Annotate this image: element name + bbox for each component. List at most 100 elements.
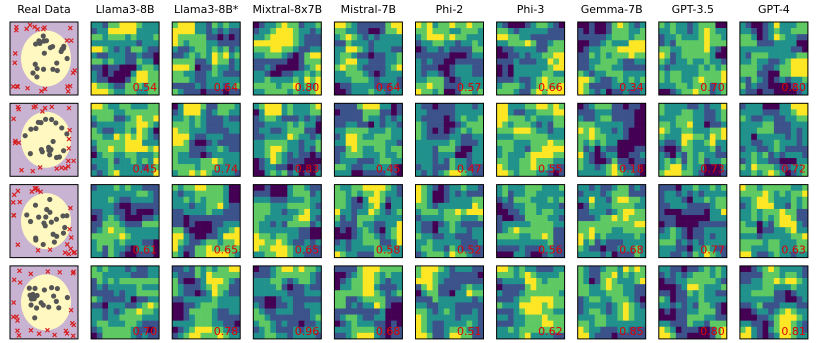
heatmap-pixel (791, 227, 797, 233)
heatmap-pixel (629, 59, 635, 65)
heatmap-pixel (340, 333, 346, 339)
heatmap-pixel (640, 71, 646, 77)
heatmap-pixel (131, 140, 137, 146)
heatmap-pixel (751, 109, 757, 115)
heatmap-pixel (542, 103, 548, 109)
heatmap-pixel (125, 278, 131, 284)
heatmap-pixel (201, 245, 207, 251)
heatmap-pixel (478, 152, 484, 158)
heatmap-pixel (172, 152, 178, 158)
heatmap-pixel (334, 315, 340, 321)
heatmap-pixel (578, 203, 584, 209)
heatmap-pixel (265, 103, 271, 109)
heatmap-pixel (178, 59, 184, 65)
heatmap-pixel (380, 40, 386, 46)
heatmap-pixel (427, 203, 433, 209)
heatmap-pixel (514, 302, 520, 308)
heatmap-pixel (178, 185, 184, 191)
heatmap-pixel (108, 284, 114, 290)
heatmap-pixel (600, 109, 606, 115)
heatmap-pixel (357, 77, 363, 83)
heatmap-pixel (276, 252, 282, 258)
heatmap-pixel (433, 152, 439, 158)
heatmap-pixel (704, 52, 710, 58)
heatmap-pixel (265, 65, 271, 71)
heatmap-pixel (600, 83, 606, 89)
heatmap-pixel (676, 233, 682, 239)
heatmap-pixel (640, 191, 646, 197)
heatmap-pixel (114, 170, 120, 176)
heatmap-pixel (316, 203, 322, 209)
heatmap-pixel (131, 134, 137, 140)
heatmap-pixel (553, 302, 559, 308)
heatmap-pixel (153, 40, 159, 46)
heatmap-pixel (687, 71, 693, 77)
heatmap-pixel (693, 146, 699, 152)
heatmap-pixel (195, 134, 201, 140)
heatmap-pixel (334, 122, 340, 128)
heatmap-pixel (502, 115, 508, 121)
heatmap-pixel (687, 128, 693, 134)
heatmap-pixel (91, 239, 97, 245)
heatmap-pixel (310, 122, 316, 128)
heatmap-pixel (212, 296, 218, 302)
heatmap-pixel (282, 221, 288, 227)
heatmap-pixel (444, 278, 450, 284)
heatmap-pixel (91, 284, 97, 290)
heatmap-pixel (270, 89, 276, 95)
heatmap-pixel (91, 266, 97, 272)
heatmap-pixel (583, 65, 589, 71)
heatmap-pixel (276, 215, 282, 221)
heatmap-pixel (235, 290, 241, 296)
heatmap-pixel (514, 215, 520, 221)
heatmap-pixel (91, 77, 97, 83)
heatmap-pixel (693, 197, 699, 203)
heatmap-pixel (802, 146, 808, 152)
heatmap-pixel (189, 109, 195, 115)
heatmap-pixel (136, 40, 142, 46)
heatmap-pixel (287, 158, 293, 164)
heatmap-pixel (357, 245, 363, 251)
heatmap-pixel (136, 197, 142, 203)
heatmap-pixel (751, 185, 757, 191)
heatmap-pixel (768, 65, 774, 71)
heatmap-pixel (153, 71, 159, 77)
heatmap-pixel (472, 290, 478, 296)
heatmap-pixel (351, 284, 357, 290)
heatmap-pixel (721, 46, 727, 52)
heatmap-pixel (148, 140, 154, 146)
heatmap-pixel (276, 71, 282, 77)
heatmap-pixel (334, 152, 340, 158)
heatmap-pixel (334, 272, 340, 278)
heatmap-pixel (559, 59, 565, 65)
heatmap-pixel (91, 140, 97, 146)
heatmap-pixel (363, 315, 369, 321)
heatmap-pixel (427, 83, 433, 89)
heatmap-pixel (497, 209, 503, 215)
heatmap-pixel (802, 140, 808, 146)
heatmap-pixel (351, 191, 357, 197)
heatmap-pixel (508, 284, 514, 290)
heatmap-pixel (97, 128, 103, 134)
heatmap-pixel (450, 146, 456, 152)
heatmap-pixel (380, 65, 386, 71)
heatmap-pixel (629, 128, 635, 134)
heatmap-pixel (763, 164, 769, 170)
heatmap-pixel (623, 22, 629, 28)
heatmap-pixel (142, 302, 148, 308)
heatmap-pixel (212, 221, 218, 227)
heatmap-pixel (184, 158, 190, 164)
heatmap-pixel (746, 28, 752, 34)
heatmap-pixel (299, 197, 305, 203)
heatmap-pixel (91, 203, 97, 209)
heatmap-pixel (334, 191, 340, 197)
heatmap-pixel (153, 52, 159, 58)
heatmap-pixel (97, 221, 103, 227)
heatmap-pixel (148, 71, 154, 77)
heatmap-pixel (380, 215, 386, 221)
heatmap-pixel (265, 164, 271, 170)
heatmap-pixel (148, 290, 154, 296)
heatmap-pixel (698, 203, 704, 209)
heatmap-pixel (397, 209, 403, 215)
heatmap-pixel (131, 103, 137, 109)
